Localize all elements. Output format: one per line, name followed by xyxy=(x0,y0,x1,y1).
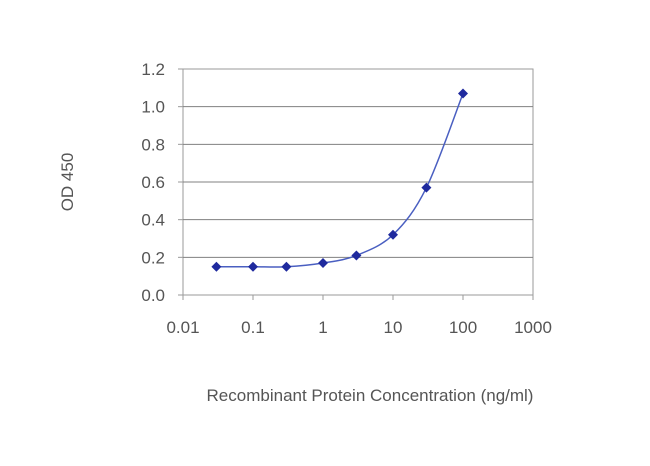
gridlines xyxy=(183,106,533,258)
data-points xyxy=(211,88,468,272)
y-tick-label: 0.4 xyxy=(141,211,165,230)
data-point xyxy=(421,182,432,193)
x-tick-label: 1000 xyxy=(514,318,552,337)
x-tick-label: 0.1 xyxy=(241,318,265,337)
y-tick-label: 1.0 xyxy=(141,98,165,117)
x-tick-label: 0.01 xyxy=(166,318,199,337)
data-point xyxy=(211,261,222,272)
data-point xyxy=(281,261,292,272)
data-point xyxy=(318,257,328,268)
data-point xyxy=(248,261,258,272)
data-point xyxy=(351,250,362,261)
x-tick-label: 1 xyxy=(318,318,327,337)
y-tick-label: 0.8 xyxy=(141,135,165,154)
y-tick-label: 0.2 xyxy=(141,248,165,267)
y-tick-label: 0.0 xyxy=(141,286,165,305)
x-tick-label: 10 xyxy=(384,318,403,337)
y-axis-title: OD 450 xyxy=(58,153,77,212)
y-tick-label: 0.6 xyxy=(141,173,165,192)
y-tick-label: 1.2 xyxy=(141,60,165,79)
data-point xyxy=(458,88,468,99)
x-axis-ticks: 0.01 0.1 1 10 100 1000 xyxy=(166,295,552,337)
x-tick-label: 100 xyxy=(449,318,477,337)
y-axis-ticks: 0.0 0.2 0.4 0.6 0.8 1.0 1.2 xyxy=(141,60,183,305)
data-point xyxy=(388,229,398,240)
x-axis-title: Recombinant Protein Concentration (ng/ml… xyxy=(207,386,534,405)
